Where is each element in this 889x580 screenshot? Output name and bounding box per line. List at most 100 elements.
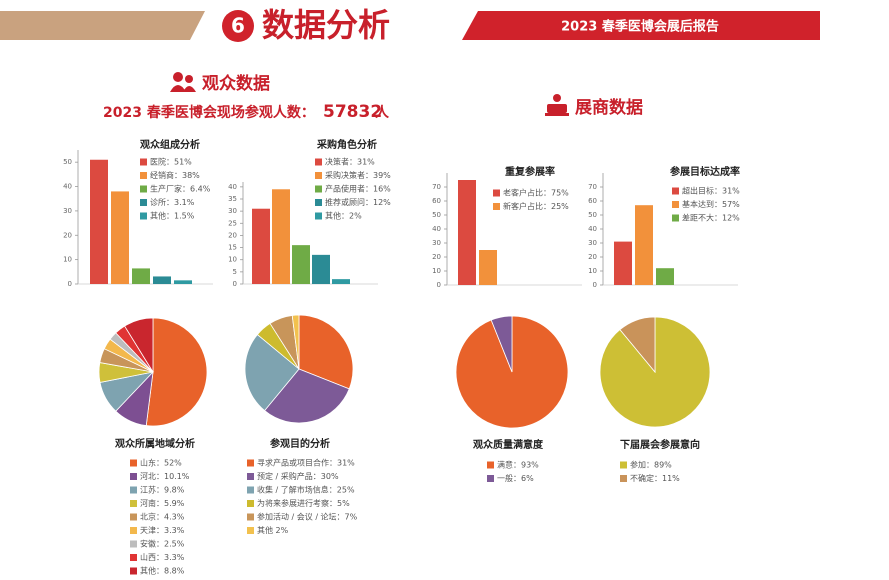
y-tick-label: 60	[588, 197, 597, 205]
chart-title: 下届展会参展意向	[620, 438, 700, 451]
legend-swatch	[130, 540, 137, 548]
y-tick-label: 15	[228, 244, 237, 252]
bar	[111, 191, 129, 284]
bar	[252, 208, 270, 284]
y-tick-label: 70	[432, 183, 441, 191]
bar	[90, 159, 108, 284]
legend-label: 河北：10.1%	[140, 471, 190, 481]
chart-title: 观众质量满意度	[473, 438, 544, 451]
legend-swatch	[487, 461, 494, 469]
legend-swatch	[140, 185, 147, 193]
legend-swatch	[493, 203, 500, 210]
legend-swatch	[672, 214, 679, 222]
legend-label: 其他：1.5%	[150, 211, 195, 221]
legend-label: 北京：4.3%	[140, 512, 185, 522]
y-tick-label: 60	[432, 197, 441, 205]
pie-slice	[291, 314, 300, 370]
legend-label: 超出目标：31%	[682, 186, 740, 196]
audience-title: 观众数据	[201, 73, 270, 94]
legend-label: 决策者：31%	[325, 157, 375, 167]
legend-swatch	[247, 513, 254, 521]
legend-swatch	[130, 473, 137, 480]
legend-swatch	[672, 187, 679, 195]
legend-label: 差距不大：12%	[682, 213, 740, 223]
section-badge	[222, 10, 254, 42]
legend-swatch	[315, 158, 322, 166]
header-stripe	[0, 11, 205, 40]
y-tick-label: 20	[432, 253, 441, 261]
section-number: 6	[231, 14, 245, 38]
legend-swatch	[247, 459, 254, 467]
legend-label: 安徽：2.5%	[140, 539, 185, 549]
y-tick-label: 30	[228, 207, 237, 215]
legend-swatch	[130, 486, 137, 494]
bar	[479, 250, 497, 285]
legend-label: 新客户占比：25%	[503, 201, 569, 211]
bar	[272, 189, 290, 284]
header-banner	[462, 11, 820, 40]
bar	[614, 241, 632, 285]
legend-swatch	[130, 527, 137, 534]
y-tick-label: 50	[63, 158, 72, 166]
legend-label: 经销商：38%	[150, 170, 200, 180]
chart-title: 观众所属地域分析	[115, 437, 195, 450]
legend-label: 推荐或顾问：12%	[325, 197, 391, 207]
y-tick-label: 35	[228, 195, 237, 203]
exhibitor-icon	[545, 94, 569, 116]
legend-swatch	[130, 513, 137, 521]
legend-swatch	[315, 199, 322, 206]
legend-swatch	[247, 527, 254, 534]
legend-label: 基本达到：57%	[682, 199, 740, 209]
bar	[153, 276, 171, 284]
legend-swatch	[672, 201, 679, 208]
legend-label: 山西：3.3%	[140, 552, 185, 562]
legend-label: 参加活动 / 会议 / 论坛：7%	[257, 512, 358, 522]
bar	[292, 245, 310, 284]
chart-title: 重复参展率	[505, 165, 555, 178]
report-title: 2023 春季医博会展后报告	[561, 19, 719, 35]
y-tick-label: 0	[437, 281, 441, 289]
legend-label: 收集 / 了解市场信息：25%	[257, 485, 355, 495]
legend-swatch	[140, 158, 147, 166]
y-tick-label: 0	[68, 280, 72, 288]
y-tick-label: 30	[432, 239, 441, 247]
chart-title: 采购角色分析	[316, 138, 377, 151]
pie-slice	[145, 317, 208, 427]
legend-label: 产品使用者：16%	[325, 184, 391, 194]
legend-swatch	[315, 185, 322, 193]
y-tick-label: 30	[588, 239, 597, 247]
legend-swatch	[130, 459, 137, 467]
legend-label: 其他：2%	[325, 211, 362, 221]
y-tick-label: 10	[432, 267, 441, 275]
y-tick-label: 70	[588, 183, 597, 191]
bar	[132, 268, 150, 284]
pie-slice	[244, 334, 300, 412]
visitors-label: 2023 春季医博会现场参观人数：	[103, 104, 315, 121]
visitors-unit: 人	[375, 104, 390, 121]
page-title: 数据分析	[262, 6, 390, 44]
legend-swatch	[247, 473, 254, 480]
visitors-count: 57832	[323, 102, 382, 122]
legend-label: 天津：3.3%	[140, 525, 185, 535]
bar	[656, 268, 674, 285]
legend-swatch	[247, 486, 254, 494]
y-tick-label: 40	[432, 225, 441, 233]
legend-swatch	[620, 461, 627, 469]
legend-label: 一般：6%	[497, 473, 534, 483]
legend-swatch	[493, 189, 500, 197]
bar	[312, 254, 330, 284]
legend-label: 其他：8.8%	[140, 566, 185, 576]
legend-label: 老客户占比：75%	[503, 188, 569, 198]
y-tick-label: 50	[588, 211, 597, 219]
pie-slice	[619, 316, 656, 374]
pie-slice	[490, 315, 513, 373]
pie-slice	[124, 317, 154, 374]
pie-slice	[264, 368, 350, 424]
legend-label: 生产厂家：6.4%	[150, 184, 211, 194]
legend-label: 满意：93%	[497, 460, 539, 470]
pie-slice	[298, 314, 354, 390]
legend-label: 河南：5.9%	[140, 498, 185, 508]
y-tick-label: 40	[588, 225, 597, 233]
y-tick-label: 0	[233, 280, 237, 288]
